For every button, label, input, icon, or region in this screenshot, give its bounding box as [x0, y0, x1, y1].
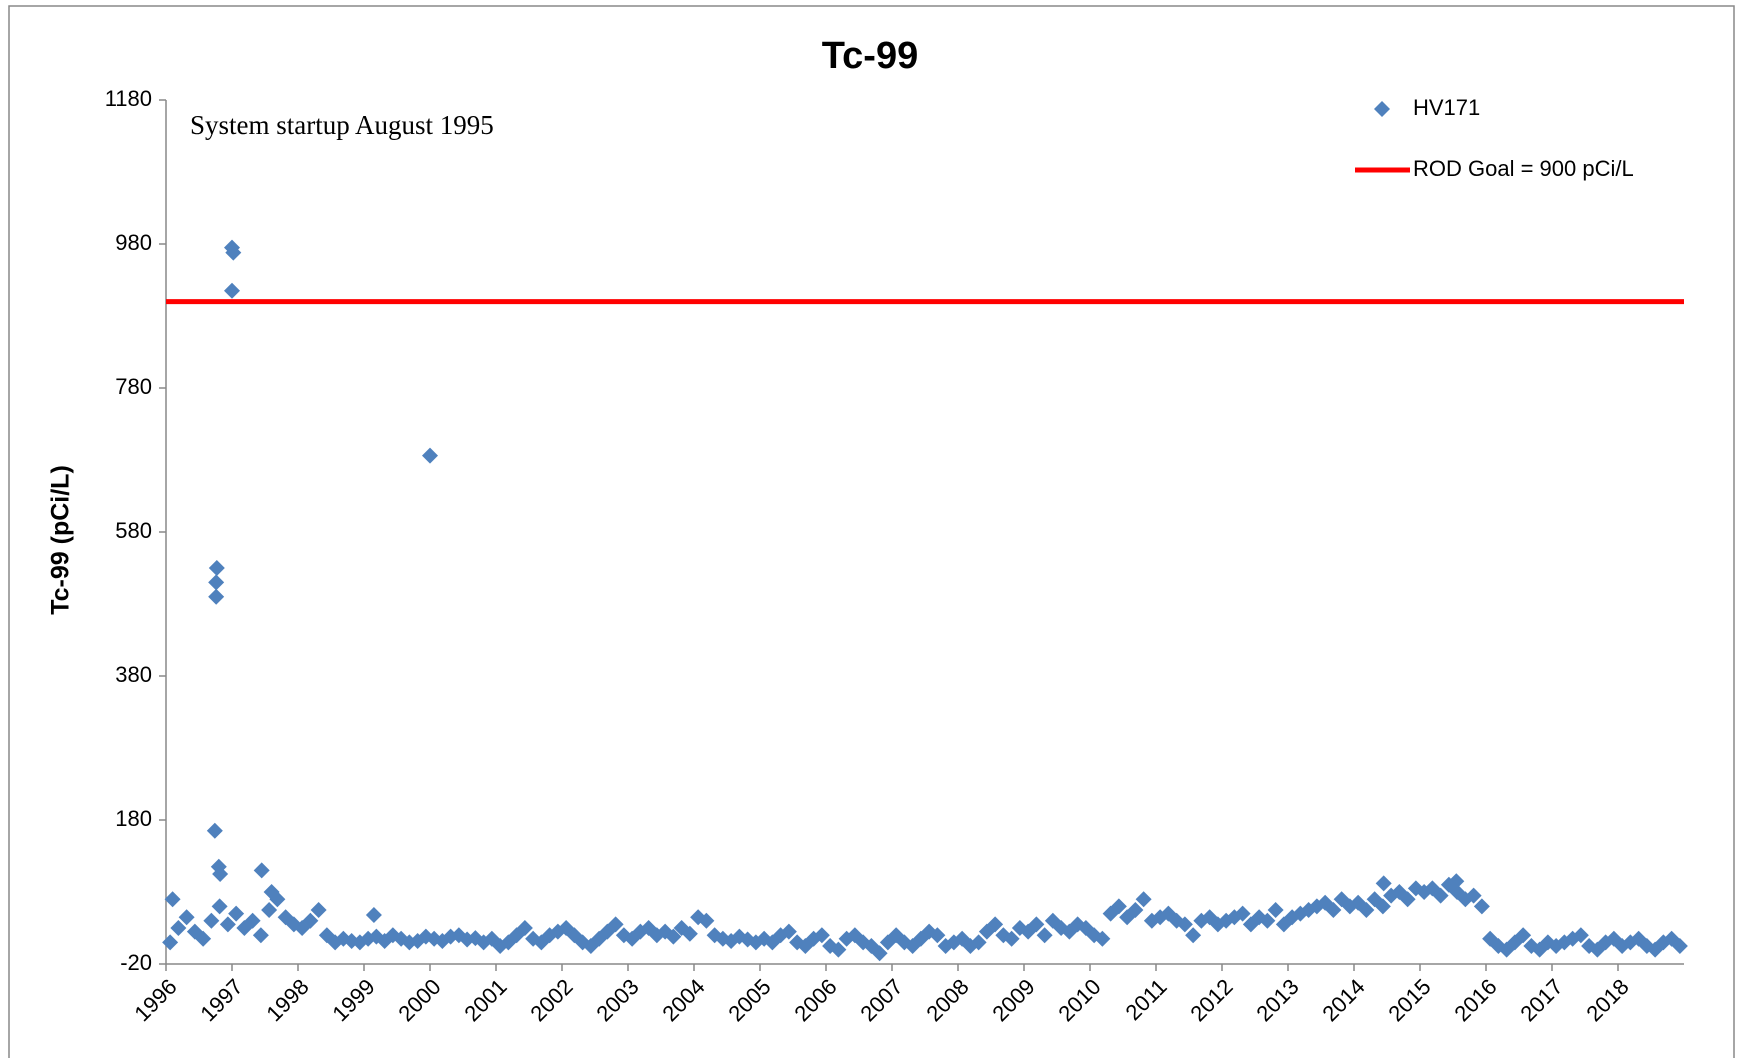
data-point [1572, 927, 1589, 944]
data-point [253, 862, 270, 879]
data-point [208, 560, 225, 576]
data-point [1110, 898, 1127, 915]
data-point [681, 925, 698, 942]
data-point [1036, 927, 1053, 944]
y-axis-label: Tc-99 (pCi/L) [47, 465, 75, 615]
legend-label: ROD Goal = 900 pCi/L [1413, 156, 1634, 181]
legend-marker [1374, 101, 1390, 117]
data-point [1448, 873, 1465, 890]
data-point [830, 941, 847, 958]
chart-title: Tc-99 [822, 35, 918, 77]
data-point [212, 866, 229, 882]
y-tick-label: 180 [115, 806, 152, 831]
data-point [263, 884, 280, 900]
data-point [1234, 905, 1251, 922]
data-point [1176, 916, 1193, 933]
y-tick-label: 780 [115, 374, 152, 399]
data-point [1358, 902, 1375, 918]
data-point [164, 891, 181, 908]
y-tick-label: 980 [115, 230, 152, 255]
data-point [1473, 898, 1490, 915]
data-point [162, 934, 179, 951]
data-point [422, 447, 438, 464]
data-point [208, 574, 225, 591]
data-point [365, 907, 382, 924]
data-point [871, 945, 888, 962]
data-point [813, 927, 830, 944]
data-point [1127, 902, 1144, 918]
data-point [1028, 916, 1045, 933]
data-point [203, 912, 220, 929]
data-point [1399, 891, 1416, 908]
data-point [1374, 898, 1391, 915]
data-point [302, 912, 319, 929]
data-point [211, 898, 228, 915]
data-point [987, 916, 1004, 933]
y-tick-label: 1180 [105, 86, 152, 111]
y-tick-label: 580 [115, 518, 152, 543]
y-tick-label: 380 [115, 662, 152, 687]
data-point [224, 282, 240, 299]
data-point [929, 927, 946, 944]
data-point [228, 905, 245, 922]
data-point [219, 916, 236, 933]
data-point [252, 927, 269, 944]
data-point [970, 934, 987, 951]
data-point [1185, 927, 1202, 944]
data-point [225, 244, 242, 261]
data-point [516, 920, 533, 936]
data-point [1465, 887, 1482, 904]
data-point [607, 916, 624, 933]
data-point [698, 912, 715, 929]
data-point [1325, 902, 1342, 918]
data-point [1375, 875, 1392, 892]
y-tick-label: -20 [120, 950, 152, 975]
annotation: System startup August 1995 [190, 110, 494, 140]
legend-label: HV171 [1413, 95, 1480, 120]
data-point [1267, 902, 1284, 918]
data-point [310, 902, 327, 918]
data-point [178, 909, 195, 926]
data-point [780, 923, 797, 940]
data-point [206, 822, 223, 839]
data-point [1094, 930, 1111, 947]
data-point [1515, 927, 1532, 944]
data-point [1432, 887, 1449, 904]
data-point [1135, 891, 1152, 908]
data-point [244, 912, 261, 929]
data-point [1259, 912, 1276, 929]
data-point [170, 920, 187, 936]
data-point [261, 902, 278, 918]
data-point [195, 930, 212, 947]
data-point [1003, 930, 1020, 947]
data-point [208, 588, 225, 605]
data-point [1671, 938, 1688, 954]
data-point [665, 928, 682, 945]
